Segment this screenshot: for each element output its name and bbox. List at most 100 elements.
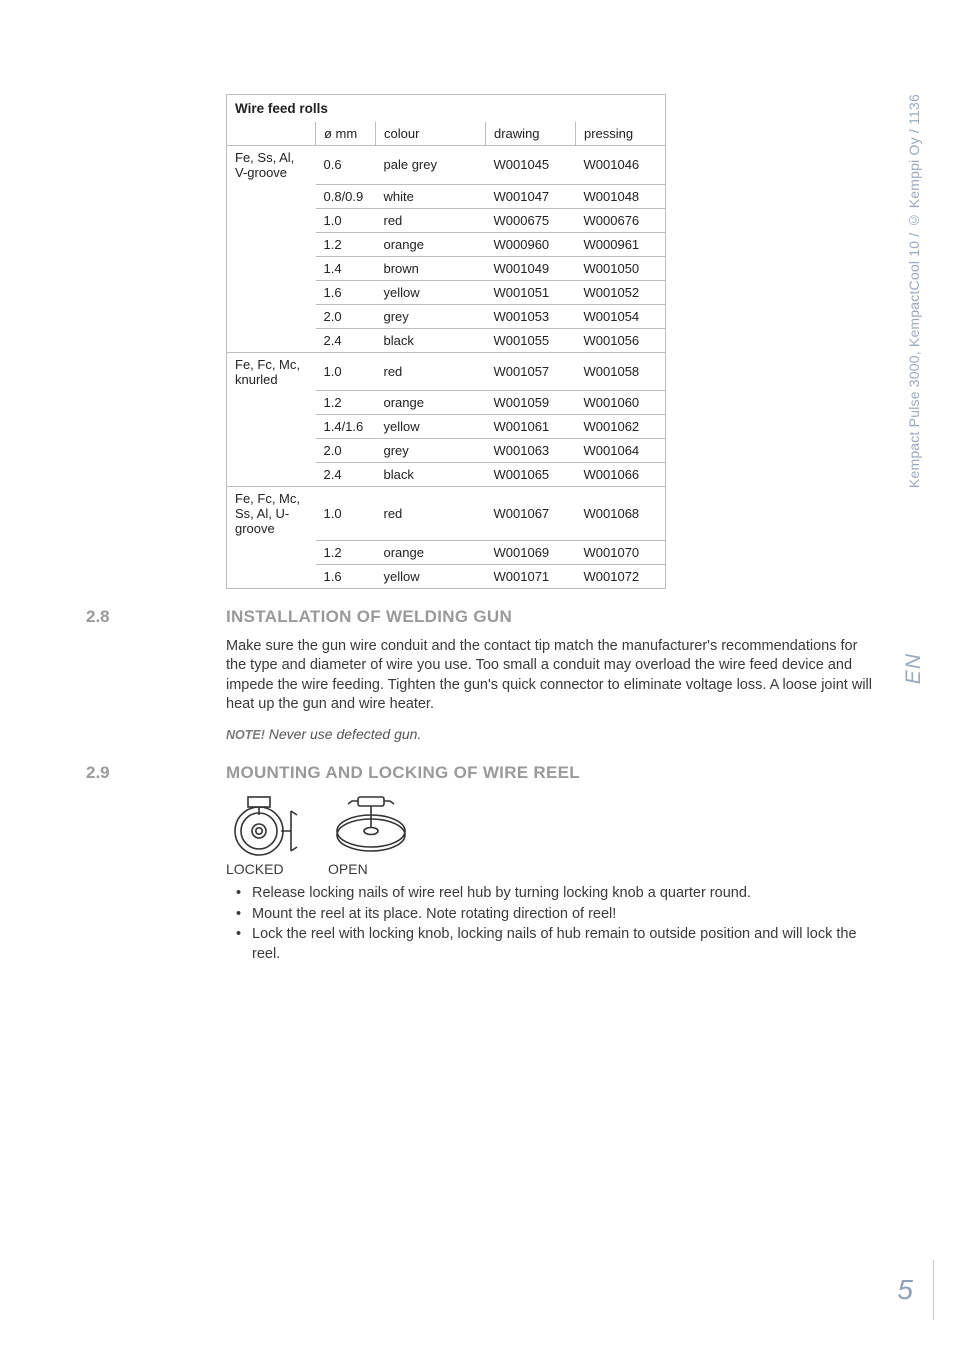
language-badge: EN <box>902 653 926 684</box>
section-title: INSTALLATION OF WELDING GUN <box>226 607 876 627</box>
table-cell: 1.0 <box>316 352 376 391</box>
table-row: Fe, Ss, Al, V-groove0.6pale greyW001045W… <box>227 146 666 185</box>
table-row: Fe, Fc, Mc, Ss, Al, U-groove1.0redW00106… <box>227 487 666 541</box>
table-cell: orange <box>376 232 486 256</box>
th-drawing: drawing <box>486 122 576 146</box>
wire-feed-rolls-table-wrap: Wire feed rolls ø mm colour drawing pres… <box>226 94 666 589</box>
table-cell: W001051 <box>486 280 576 304</box>
reel-figures: LOCKED OPEN <box>226 795 876 877</box>
table-cell: white <box>376 184 486 208</box>
table-cell: W001058 <box>576 352 666 391</box>
table-cell: yellow <box>376 415 486 439</box>
table-cell: 1.4 <box>316 256 376 280</box>
page-number: 5 <box>897 1274 913 1306</box>
section-2-9: 2.9 MOUNTING AND LOCKING OF WIRE REEL <box>86 763 876 964</box>
table-cell: W001052 <box>576 280 666 304</box>
table-cell: W001066 <box>576 463 666 487</box>
table-cell: W001057 <box>486 352 576 391</box>
table-cell: W001062 <box>576 415 666 439</box>
table-row: 2.0greyW001063W001064 <box>227 439 666 463</box>
table-cell: W000675 <box>486 208 576 232</box>
table-cell: red <box>376 352 486 391</box>
table-cell: W001064 <box>576 439 666 463</box>
table-cell: W001067 <box>486 487 576 541</box>
table-row: 1.2orangeW001059W001060 <box>227 391 666 415</box>
side-doc-id: Kempact Pulse 3000, KempactCool 10 / © K… <box>906 94 922 488</box>
table-cell: W001054 <box>576 304 666 328</box>
table-caption: Wire feed rolls <box>226 94 666 122</box>
table-cell: 1.4/1.6 <box>316 415 376 439</box>
table-cell: grey <box>376 304 486 328</box>
th-pressing: pressing <box>576 122 666 146</box>
table-row: 1.6yellowW001071W001072 <box>227 564 666 588</box>
table-cell: orange <box>376 540 486 564</box>
table-row: 1.4brownW001049W001050 <box>227 256 666 280</box>
table-cell: pale grey <box>376 146 486 185</box>
reel-figure-locked: LOCKED <box>226 795 304 877</box>
table-row: 2.4blackW001065W001066 <box>227 463 666 487</box>
table-row: Fe, Fc, Mc, knurled1.0redW001057W001058 <box>227 352 666 391</box>
fig-caption-locked: LOCKED <box>226 861 304 877</box>
table-row: 1.2orangeW001069W001070 <box>227 540 666 564</box>
group-label: Fe, Fc, Mc, knurled <box>227 352 316 391</box>
table-cell: W001050 <box>576 256 666 280</box>
table-cell: red <box>376 208 486 232</box>
group-label: Fe, Fc, Mc, Ss, Al, U-groove <box>227 487 316 541</box>
side-meta: Kempact Pulse 3000, KempactCool 10 / © K… <box>902 94 926 684</box>
page-footer: 5 <box>897 1260 934 1320</box>
table-cell: brown <box>376 256 486 280</box>
table-cell: W001063 <box>486 439 576 463</box>
table-cell: W000961 <box>576 232 666 256</box>
table-cell: W001069 <box>486 540 576 564</box>
th-blank <box>227 122 316 146</box>
bullet-list: Release locking nails of wire reel hub b… <box>226 883 876 964</box>
table-cell: 1.2 <box>316 232 376 256</box>
table-cell: W001059 <box>486 391 576 415</box>
list-item: Release locking nails of wire reel hub b… <box>232 883 876 903</box>
table-cell: W001065 <box>486 463 576 487</box>
table-cell: W001045 <box>486 146 576 185</box>
table-cell: 2.4 <box>316 463 376 487</box>
table-row: 1.6yellowW001051W001052 <box>227 280 666 304</box>
table-cell: 2.0 <box>316 304 376 328</box>
list-item: Mount the reel at its place. Note rotati… <box>232 904 876 924</box>
note-label: NOTE! <box>226 728 265 742</box>
table-cell: W001048 <box>576 184 666 208</box>
section-number: 2.9 <box>86 763 226 964</box>
table-cell: 2.4 <box>316 328 376 352</box>
table-cell: yellow <box>376 564 486 588</box>
table-cell: 2.0 <box>316 439 376 463</box>
table-cell: 1.6 <box>316 280 376 304</box>
table-cell: 1.0 <box>316 487 376 541</box>
table-cell: yellow <box>376 280 486 304</box>
table-row: 1.2orangeW000960W000961 <box>227 232 666 256</box>
page-content: Wire feed rolls ø mm colour drawing pres… <box>86 94 876 965</box>
th-colour: colour <box>376 122 486 146</box>
th-diameter: ø mm <box>316 122 376 146</box>
list-item: Lock the reel with locking knob, locking… <box>232 924 876 965</box>
table-cell: black <box>376 463 486 487</box>
table-cell: 1.2 <box>316 540 376 564</box>
table-cell: W001072 <box>576 564 666 588</box>
table-cell: W001068 <box>576 487 666 541</box>
group-label: Fe, Ss, Al, V-groove <box>227 146 316 185</box>
table-cell: 1.2 <box>316 391 376 415</box>
open-reel-icon <box>328 795 414 859</box>
section-body: INSTALLATION OF WELDING GUN Make sure th… <box>226 607 876 746</box>
table-cell: W001056 <box>576 328 666 352</box>
table-cell: W001055 <box>486 328 576 352</box>
table-cell: grey <box>376 439 486 463</box>
table-cell: 0.6 <box>316 146 376 185</box>
table-header-row: ø mm colour drawing pressing <box>227 122 666 146</box>
table-cell: W001070 <box>576 540 666 564</box>
locked-reel-icon <box>226 795 304 859</box>
table-cell: W000960 <box>486 232 576 256</box>
fig-caption-open: OPEN <box>328 861 414 877</box>
table-cell: 0.8/0.9 <box>316 184 376 208</box>
table-cell: W001060 <box>576 391 666 415</box>
table-cell: 1.6 <box>316 564 376 588</box>
table-cell: orange <box>376 391 486 415</box>
table-row: 0.8/0.9whiteW001047W001048 <box>227 184 666 208</box>
table-cell: W001049 <box>486 256 576 280</box>
section-number: 2.8 <box>86 607 226 746</box>
